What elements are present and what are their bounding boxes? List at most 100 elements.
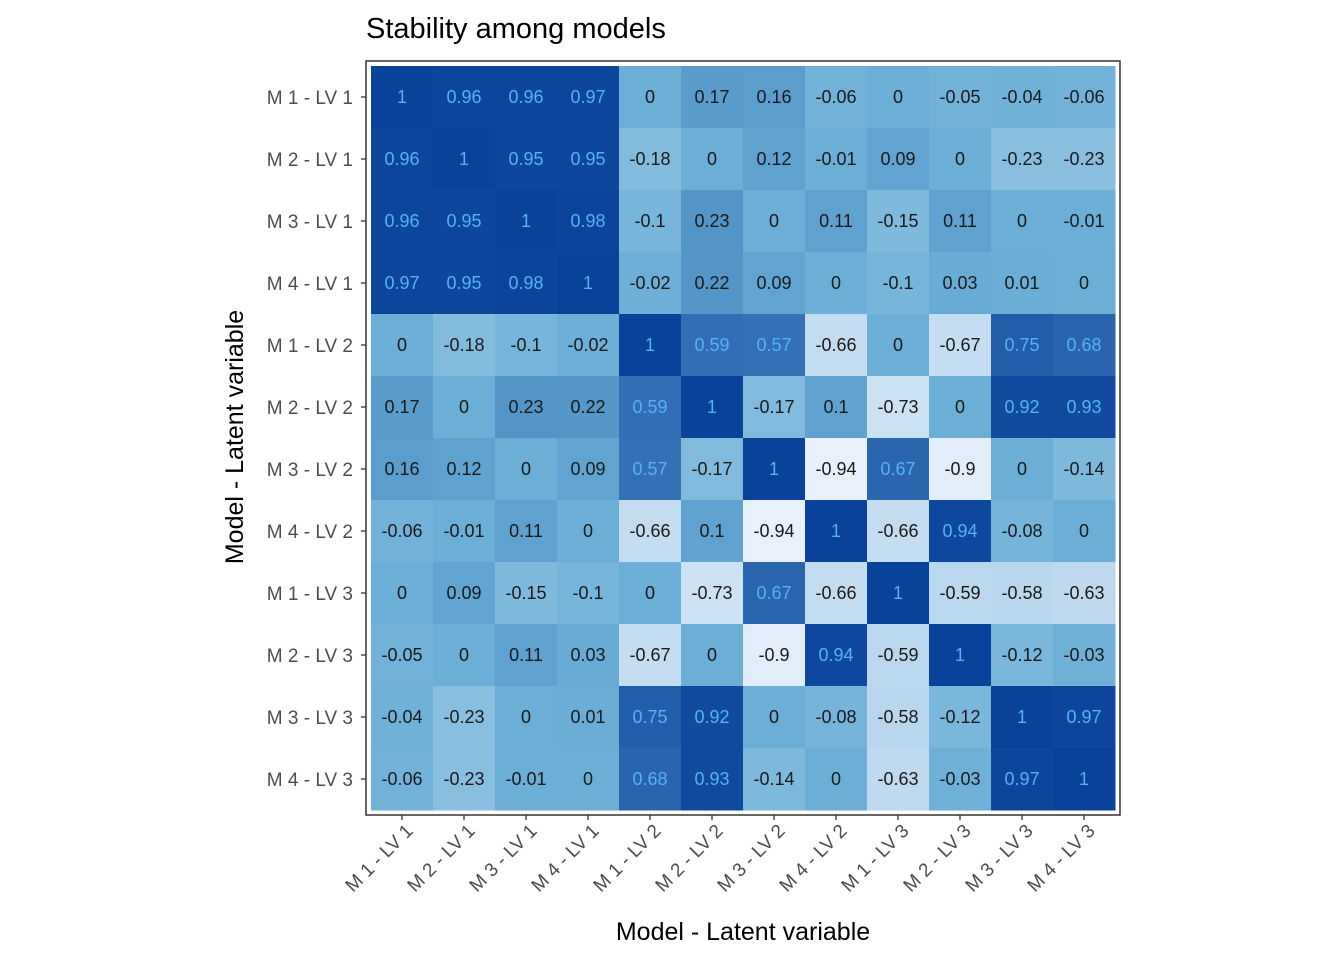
y-tick-label-m-2-lv-2: M 2 - LV 2	[267, 398, 353, 419]
cell-value-label: -0.63	[1063, 583, 1104, 603]
heatmap-cell-r8-c2	[433, 500, 496, 563]
heatmap-cell-r6-c11	[991, 376, 1054, 439]
cell-value-label: 0	[831, 769, 841, 789]
heatmap-cell-r10-c6	[681, 624, 744, 687]
heatmap-cell-r1-c7	[743, 66, 806, 129]
cell-value-label: 0	[521, 707, 531, 727]
heatmap-cell-r10-c11	[991, 624, 1054, 687]
heatmap-cell-r7-c9	[867, 438, 930, 501]
cell-value-label: 0.11	[509, 645, 543, 665]
heatmap-cell-r12-c10	[929, 748, 992, 811]
heatmap-cell-r3-c12	[1053, 190, 1116, 253]
heatmap-cell-r10-c9	[867, 624, 930, 687]
heatmap-cell-r10-c5	[619, 624, 682, 687]
cell-value-label: 0.03	[570, 645, 605, 665]
heatmap-cell-r5-c7	[743, 314, 806, 377]
heatmap-cell-r4-c4	[557, 252, 620, 315]
cell-value-label: 1	[583, 273, 593, 293]
cell-value-label: 0.03	[942, 273, 977, 293]
cell-value-label: -0.01	[505, 769, 546, 789]
cell-value-label: 0	[893, 87, 903, 107]
heatmap-cell-r11-c1	[371, 686, 434, 749]
cell-value-label: 0.95	[570, 149, 605, 169]
cell-value-label: 0.93	[694, 769, 729, 789]
heatmap-cell-r5-c11	[991, 314, 1054, 377]
heatmap-cell-r7-c6	[681, 438, 744, 501]
cell-value-label: -0.01	[1063, 211, 1104, 231]
heatmap-cell-r7-c4	[557, 438, 620, 501]
cell-value-label: 0.68	[632, 769, 667, 789]
heatmap-cell-r5-c3	[495, 314, 558, 377]
cell-value-label: 0	[645, 583, 655, 603]
heatmap-cell-r3-c3	[495, 190, 558, 253]
cell-value-label: 0.16	[756, 87, 791, 107]
cell-value-label: 0.59	[694, 335, 729, 355]
heatmap-cell-r6-c5	[619, 376, 682, 439]
heatmap-cell-r12-c2	[433, 748, 496, 811]
heatmap-cell-r8-c5	[619, 500, 682, 563]
heatmap-cell-r5-c5	[619, 314, 682, 377]
cell-value-label: -0.73	[877, 397, 918, 417]
heatmap-cell-r12-c7	[743, 748, 806, 811]
heatmap-cell-r3-c5	[619, 190, 682, 253]
heatmap-cell-r12-c9	[867, 748, 930, 811]
cell-value-label: 1	[459, 149, 469, 169]
cell-value-label: -0.1	[510, 335, 541, 355]
heatmap-cell-r1-c3	[495, 66, 558, 129]
cell-value-label: 0.96	[446, 87, 481, 107]
heatmap-cell-r9-c6	[681, 562, 744, 625]
cell-value-label: 0.96	[384, 211, 419, 231]
cell-value-label: -0.67	[629, 645, 670, 665]
cell-value-label: 0.11	[819, 211, 853, 231]
heatmap-cell-r11-c4	[557, 686, 620, 749]
heatmap-cell-r11-c10	[929, 686, 992, 749]
y-tick-label-m-1-lv-1: M 1 - LV 1	[267, 88, 353, 109]
cell-value-label: -0.18	[629, 149, 670, 169]
cell-value-label: 0.59	[632, 397, 667, 417]
cell-value-label: 0	[707, 149, 717, 169]
cell-value-label: 0.95	[508, 149, 543, 169]
cell-value-label: -0.59	[939, 583, 980, 603]
cell-value-label: -0.04	[1001, 87, 1042, 107]
cell-value-label: -0.9	[944, 459, 975, 479]
heatmap-cell-r9-c9	[867, 562, 930, 625]
cell-value-label: -0.66	[877, 521, 918, 541]
cell-value-label: 0	[1017, 459, 1027, 479]
cell-value-label: 0.1	[699, 521, 724, 541]
cell-value-label: 1	[893, 583, 903, 603]
heatmap-cell-r9-c5	[619, 562, 682, 625]
heatmap-cell-r11-c7	[743, 686, 806, 749]
heatmap-cell-r9-c11	[991, 562, 1054, 625]
cell-value-label: -0.03	[1063, 645, 1104, 665]
cell-value-label: -0.94	[815, 459, 856, 479]
cell-value-label: 0	[893, 335, 903, 355]
heatmap-cell-r6-c6	[681, 376, 744, 439]
heatmap-cell-r9-c2	[433, 562, 496, 625]
cell-value-label: -0.23	[1063, 149, 1104, 169]
heatmap-cell-r5-c2	[433, 314, 496, 377]
cell-value-label: 0.09	[880, 149, 915, 169]
heatmap-cell-r8-c7	[743, 500, 806, 563]
heatmap-cell-r12-c4	[557, 748, 620, 811]
cell-value-label: -0.02	[567, 335, 608, 355]
heatmap-cell-r5-c9	[867, 314, 930, 377]
cell-value-label: 0.96	[384, 149, 419, 169]
cell-value-label: -0.01	[443, 521, 484, 541]
heatmap-cell-r4-c3	[495, 252, 558, 315]
cell-value-label: 0.09	[446, 583, 481, 603]
heatmap-cell-r7-c11	[991, 438, 1054, 501]
heatmap-cell-r10-c7	[743, 624, 806, 687]
heatmap-cell-r7-c8	[805, 438, 868, 501]
cell-value-label: 0.97	[384, 273, 419, 293]
heatmap-cell-r6-c4	[557, 376, 620, 439]
heatmap-cell-r12-c5	[619, 748, 682, 811]
cell-value-label: 1	[707, 397, 717, 417]
y-axis: M 1 - LV 1 M 2 - LV 1 M 3 - LV 1 M 4 - LV 1…	[267, 88, 366, 791]
cell-value-label: 0	[645, 87, 655, 107]
heatmap-cell-r3-c6	[681, 190, 744, 253]
heatmap-cell-r4-c9	[867, 252, 930, 315]
cell-value-label: 0.57	[632, 459, 667, 479]
heatmap-cell-r2-c11	[991, 128, 1054, 191]
heatmap-cell-r11-c5	[619, 686, 682, 749]
